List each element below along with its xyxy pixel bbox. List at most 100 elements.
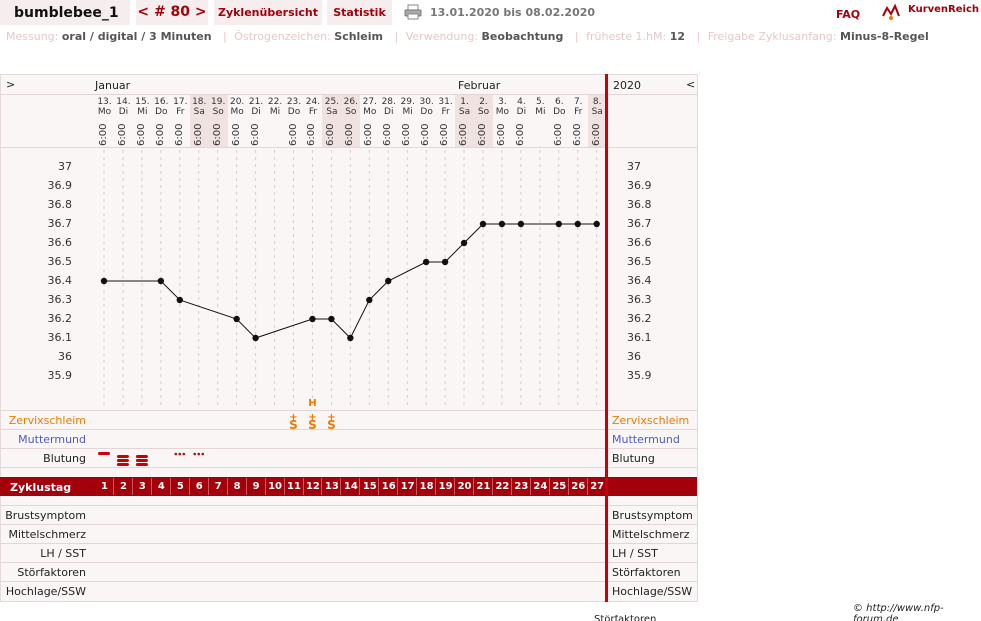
bottom-row-label: Hochlage/SSW xyxy=(5,585,86,598)
scroll-left-button[interactable]: > xyxy=(6,78,16,91)
day-weekday: Mo xyxy=(230,107,244,117)
year-label: 2020 xyxy=(613,79,641,92)
cycle-day-number: 16 xyxy=(381,481,396,492)
row-divider xyxy=(1,147,697,148)
day-weekday: So xyxy=(345,107,357,117)
temp-tick-label: 36.3 xyxy=(47,293,73,306)
day-weekday: Do xyxy=(553,107,566,117)
day-weekday: Do xyxy=(287,107,301,117)
scroll-right-button[interactable]: < xyxy=(686,78,696,91)
temperature-point xyxy=(100,277,108,285)
temp-tick-label: 36.6 xyxy=(47,236,73,249)
cycle-day-separator xyxy=(454,478,456,495)
cycle-day-number: 22 xyxy=(495,481,510,492)
cycle-day-separator xyxy=(548,478,550,495)
temperature-point xyxy=(233,315,240,323)
day-date: 2. xyxy=(479,97,488,107)
bleeding-mark xyxy=(178,452,182,456)
temp-tick-label: 36.1 xyxy=(47,331,73,344)
temperature-point xyxy=(385,277,392,285)
cycle-day-number: 17 xyxy=(400,481,415,492)
day-date: 20. xyxy=(229,97,245,107)
cervix-row-label: Zervixschleim xyxy=(8,414,86,427)
faq-link[interactable]: FAQ xyxy=(836,8,861,21)
temp-tick-label: 35.9 xyxy=(627,369,652,382)
row-divider xyxy=(1,505,697,506)
bleeding-mark xyxy=(116,463,129,466)
date-range: 13.01.2020 bis 08.02.2020 xyxy=(430,6,596,19)
day-date: 29. xyxy=(400,97,415,107)
day-weekday: Mi xyxy=(402,107,413,117)
bottom-row-label: LH / SST xyxy=(612,547,658,560)
day-date: 22. xyxy=(267,97,283,107)
release-label: Freigabe Zyklusanfang: xyxy=(707,30,837,43)
cycle-day-number: 8 xyxy=(233,481,241,492)
row-divider xyxy=(1,581,697,582)
bleeding-mark xyxy=(197,452,201,456)
weekend-strip xyxy=(322,95,342,147)
temp-tick-label: 36 xyxy=(627,350,641,363)
cycle-day-number: 19 xyxy=(438,481,453,492)
usage-label: Verwendung: xyxy=(405,30,479,43)
temperature-point xyxy=(441,258,449,266)
bleeding-mark xyxy=(116,455,129,458)
temp-tick-label: 36 xyxy=(58,350,72,363)
cycle-day-number: 12 xyxy=(305,481,320,492)
temperature-point xyxy=(479,220,487,228)
day-weekday: Mo xyxy=(363,107,377,117)
cycle-day-separator xyxy=(302,478,304,495)
bleeding-mark xyxy=(135,455,148,458)
cycle-day-label: Zyklustag xyxy=(10,481,72,494)
day-date: 18. xyxy=(192,97,207,107)
day-date: 5. xyxy=(536,97,545,107)
weekend-strip xyxy=(208,95,228,147)
bottom-row-label: LH / SST xyxy=(40,547,86,560)
day-date: 24. xyxy=(305,97,321,107)
day-weekday: Mi xyxy=(137,107,148,117)
cycle-day-separator xyxy=(113,478,114,495)
tab-statistics[interactable]: Statistik xyxy=(327,0,392,25)
copyright: © http://www.nfp-forum.de xyxy=(853,603,944,621)
cycle-day-separator xyxy=(321,478,323,495)
temp-tick-label: 36.4 xyxy=(47,274,73,287)
cycle-day-separator xyxy=(397,478,399,495)
cycle-day-number: 27 xyxy=(590,481,605,492)
temp-tick-label: 36.2 xyxy=(627,312,652,325)
cycle-day-number: 21 xyxy=(476,481,491,492)
cycle-day-separator xyxy=(492,478,493,495)
estrogen-label: Östrogenzeichen: xyxy=(234,30,331,43)
cycle-day-number: 10 xyxy=(268,481,282,492)
separator: | xyxy=(394,30,399,43)
temperature-point xyxy=(593,220,600,228)
day-date: 1. xyxy=(460,97,469,107)
day-date: 6. xyxy=(555,97,564,107)
logo-text: KurvenReich xyxy=(908,4,980,15)
temp-tick-label: 36.5 xyxy=(627,255,652,268)
cycle-day-number: 18 xyxy=(419,481,434,492)
temperature-point xyxy=(366,296,373,304)
earliest-value: 12 xyxy=(669,30,686,43)
day-date: 21. xyxy=(248,97,264,107)
prev-cycle-button[interactable]: < xyxy=(137,4,150,20)
cycle-day-number: 4 xyxy=(157,481,165,492)
cycle-day-separator xyxy=(245,478,247,495)
temperature-point xyxy=(309,315,316,323)
row-divider xyxy=(1,562,697,563)
day-date: 26. xyxy=(343,97,358,107)
day-date: 4. xyxy=(517,97,526,107)
day-date: 27. xyxy=(362,97,377,107)
tab-cycle-overview[interactable]: Zyklenübersicht xyxy=(214,0,322,25)
cycle-number: # 80 xyxy=(153,4,191,20)
bleeding-row-label: Blutung xyxy=(43,452,86,465)
bleeding-mark xyxy=(201,452,205,456)
cycle-day-separator xyxy=(207,478,209,495)
temp-tick-label: 36.4 xyxy=(627,274,652,287)
kurvenreich-logo-icon[interactable] xyxy=(880,2,981,22)
cycle-day-separator xyxy=(378,478,380,495)
printer-icon[interactable] xyxy=(404,4,422,20)
bottom-row-label: Hochlage/SSW xyxy=(612,585,693,598)
cycle-day-separator xyxy=(340,478,342,495)
next-cycle-button[interactable]: > xyxy=(194,4,207,20)
